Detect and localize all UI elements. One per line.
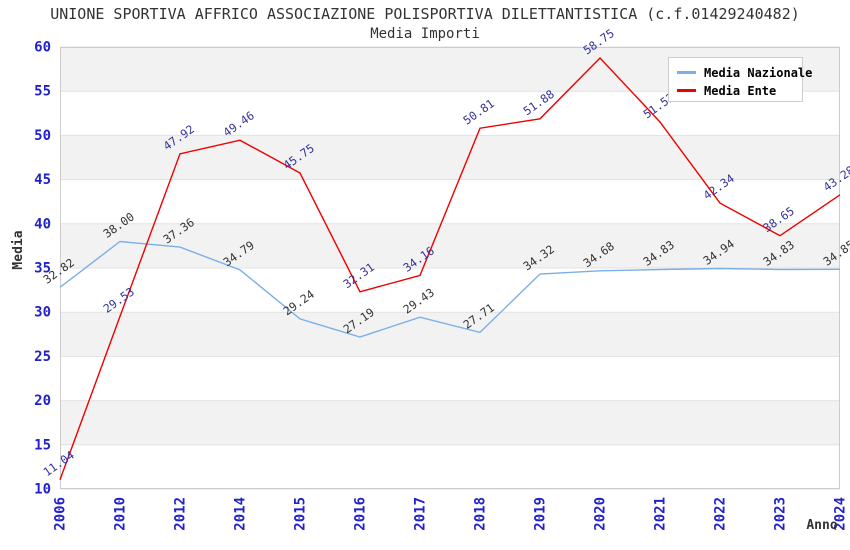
plot-band <box>60 356 840 401</box>
y-tick-label: 35 <box>34 261 51 277</box>
x-tick-label: 2021 <box>653 497 669 531</box>
x-tick-label: 2018 <box>473 497 489 531</box>
plot-border <box>60 47 840 489</box>
y-tick-label: 15 <box>34 437 51 453</box>
x-tick-label: 2020 <box>593 497 609 531</box>
plot-band <box>60 135 840 180</box>
y-tick-label: 25 <box>34 349 51 365</box>
chart-subtitle: Media Importi <box>370 26 480 42</box>
x-tick-label: 2015 <box>293 497 309 531</box>
x-tick-label: 2012 <box>173 497 189 531</box>
y-tick-label: 30 <box>34 305 51 321</box>
y-tick-label: 40 <box>34 216 51 232</box>
x-axis-title: Anno <box>806 518 837 533</box>
series-line-media-ente <box>59 56 841 481</box>
chart-title: UNIONE SPORTIVA AFFRICO ASSOCIAZIONE POL… <box>50 5 800 23</box>
legend: Media Nazionale Media Ente <box>668 57 812 102</box>
plot-band <box>60 400 840 445</box>
plot-band <box>60 444 840 489</box>
x-tick-label: 2016 <box>353 497 369 531</box>
x-tick-label: 2017 <box>413 497 429 531</box>
y-tick-label: 10 <box>34 482 51 498</box>
plot-band <box>60 312 840 357</box>
legend-box <box>668 57 803 102</box>
y-tick-label: 50 <box>34 128 51 144</box>
x-tick-label: 2006 <box>53 497 69 531</box>
plot-band <box>60 223 840 268</box>
y-tick-label: 55 <box>34 84 51 100</box>
x-tick-label: 2014 <box>233 497 249 531</box>
series-line-media-nazionale <box>59 240 841 338</box>
x-tick-label: 2023 <box>773 497 789 531</box>
x-tick-label: 2024 <box>833 497 849 531</box>
y-tick-label: 20 <box>34 393 51 409</box>
y-axis-title: Media <box>11 230 26 269</box>
plot-band <box>60 268 840 313</box>
y-tick-label: 60 <box>34 40 51 56</box>
x-tick-label: 2019 <box>533 497 549 531</box>
x-tick-label: 2010 <box>113 497 129 531</box>
legend-label-media-ente: Media Ente <box>704 84 776 98</box>
plot-area: 10 15 20 25 30 35 40 45 50 55 60 2006 2010 2012 2014 20… <box>34 26 850 531</box>
legend-label-media-nazionale: Media Nazionale <box>704 66 812 80</box>
x-tick-label: 2022 <box>713 497 729 531</box>
y-tick-label: 45 <box>34 172 51 188</box>
